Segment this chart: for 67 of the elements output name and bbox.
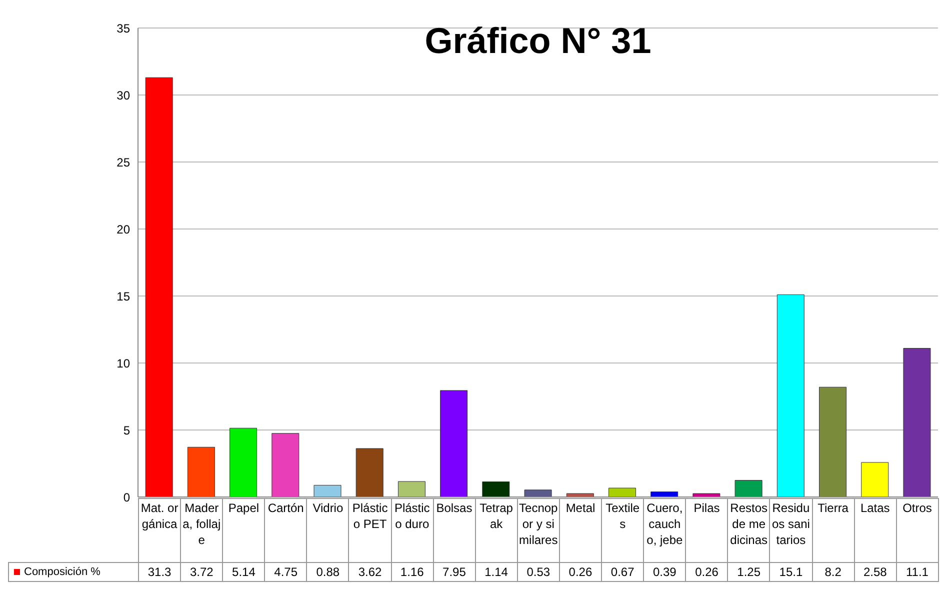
y-tick-label: 25: [116, 155, 130, 170]
bar: [272, 433, 300, 497]
data-label: 5.14: [222, 562, 265, 582]
bar: [314, 484, 342, 497]
x-tick-label: Restos de medicinas: [728, 498, 770, 562]
bar: [776, 294, 804, 497]
data-label: 3.62: [348, 562, 392, 582]
bar: [861, 462, 889, 497]
x-tick-label: Metal: [559, 498, 602, 562]
y-tick-label: 20: [116, 222, 130, 236]
y-tick-label: 10: [116, 356, 130, 370]
y-tick-label: 5: [123, 423, 130, 438]
data-label: 0.26: [686, 562, 728, 582]
bar: [482, 481, 510, 497]
bar: [819, 386, 847, 497]
bar: [608, 488, 636, 497]
y-tick-label: 35: [116, 21, 130, 36]
data-label: 15.1: [770, 562, 812, 582]
bar: [398, 481, 426, 497]
data-label: 1.16: [391, 562, 434, 582]
y-tick-label: 30: [116, 88, 130, 102]
chart-title: Gráfico N° 31: [424, 20, 652, 62]
x-tick-label: Plástico PET: [348, 498, 392, 562]
bar: [903, 348, 931, 497]
data-label: 31.3: [138, 562, 181, 582]
data-label: 0.53: [517, 562, 560, 582]
data-label: 0.88: [306, 562, 349, 582]
x-tick-label: Tetrapak: [475, 498, 518, 562]
bar: [734, 480, 762, 497]
data-label: 0.39: [644, 562, 686, 582]
data-label: 1.14: [475, 562, 518, 582]
x-tick-label: Pilas: [686, 498, 728, 562]
x-tick-label: Tecnopor y similares: [517, 498, 560, 562]
x-tick-label: Textiles: [602, 498, 644, 562]
x-tick-label: Vidrio: [306, 498, 349, 562]
data-label: 11.1: [896, 562, 938, 582]
bar: [524, 490, 552, 497]
bar: [650, 492, 678, 497]
bar: [145, 77, 173, 497]
bar: [187, 446, 215, 497]
x-tick-label: Cuero, caucho, jebe: [644, 498, 686, 562]
y-tick-label: 0: [123, 490, 130, 504]
data-label: 1.25: [728, 562, 770, 582]
x-tick-label: Bolsas: [433, 498, 476, 562]
data-label: 2.58: [854, 562, 896, 582]
data-label: 7.95: [433, 562, 476, 582]
x-tick-label: Cartón: [264, 498, 307, 562]
x-tick-label: Residuos sanitarios: [770, 498, 812, 562]
x-tick-label: Mat. orgánica: [138, 498, 181, 562]
x-tick-label: Otros: [896, 498, 938, 562]
bar: [440, 390, 468, 497]
data-label: 4.75: [264, 562, 307, 582]
bar: [356, 448, 384, 497]
legend-label: Composición %: [8, 562, 138, 582]
x-tick-label: Plástico duro: [391, 498, 434, 562]
x-tick-label: Papel: [222, 498, 265, 562]
data-label: 0.26: [559, 562, 602, 582]
data-label: 0.67: [602, 562, 644, 582]
bar: [230, 428, 258, 497]
x-tick-label: Madera, follaje: [180, 498, 223, 562]
bar: [692, 493, 720, 497]
y-tick-label: 15: [116, 289, 130, 304]
bar: [566, 493, 594, 497]
data-label: 8.2: [812, 562, 854, 582]
x-tick-label: Latas: [854, 498, 896, 562]
x-tick-label: Tierra: [812, 498, 854, 562]
data-label: 3.72: [180, 562, 223, 582]
